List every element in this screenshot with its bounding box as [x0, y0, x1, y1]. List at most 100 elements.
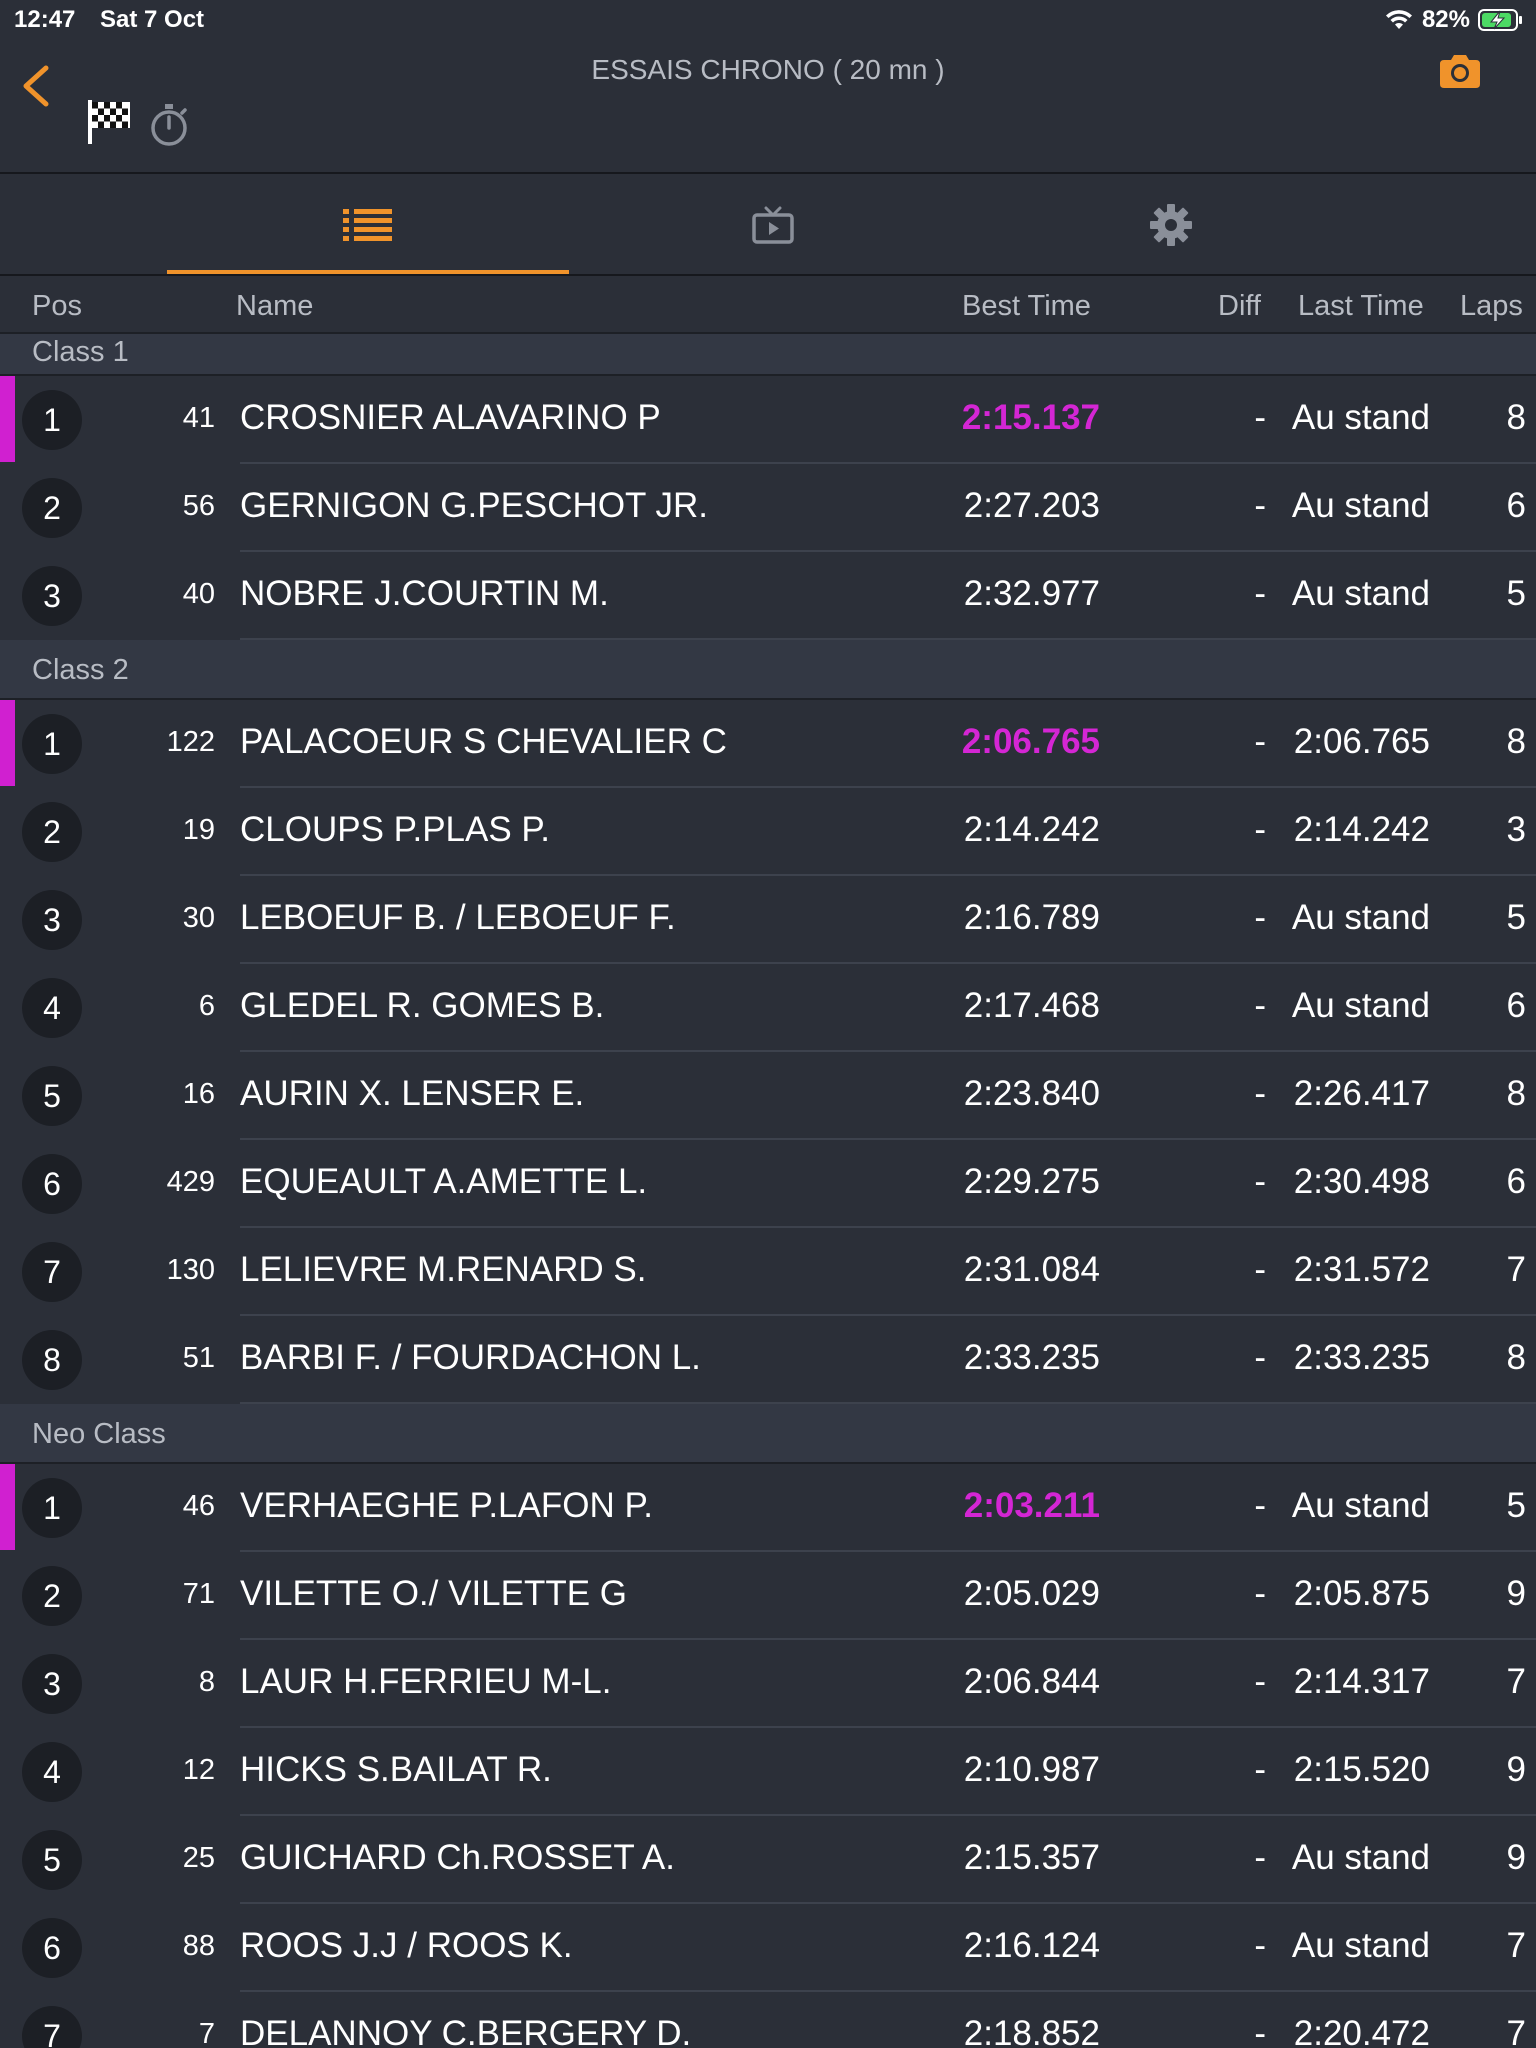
- table-row[interactable]: 1 41 CROSNIER ALAVARINO P 2:15.137 - Au stand…: [0, 376, 1536, 464]
- car-number: 6: [198, 990, 215, 1022]
- best-time: 2:10.987: [963, 1750, 1100, 1789]
- list-icon: [343, 209, 392, 241]
- laps-count: 8: [1506, 1338, 1526, 1377]
- car-number: 30: [182, 902, 215, 934]
- camera-icon: [1440, 55, 1480, 88]
- position-badge: 3: [22, 890, 82, 950]
- table-row[interactable]: 6 88 ROOS J.J / ROOS K. 2:16.124 - Au stand 7: [0, 1904, 1536, 1992]
- col-best-time[interactable]: Best Time: [962, 290, 1091, 322]
- position-badge: 1: [22, 1478, 82, 1538]
- last-time: 2:31.572: [1293, 1250, 1430, 1289]
- diff-value: -: [1254, 1486, 1266, 1525]
- page-title: ESSAIS CHRONO ( 20 mn ): [591, 54, 945, 85]
- table-row[interactable]: 3 40 NOBRE J.COURTIN M. 2:32.977 - Au stand 5: [0, 552, 1536, 640]
- class-section-header: Neo Class: [0, 1404, 1536, 1464]
- best-time: 2:15.357: [963, 1838, 1100, 1877]
- best-time: 2:31.084: [963, 1250, 1100, 1289]
- last-time: 2:14.317: [1293, 1662, 1430, 1701]
- table-row[interactable]: 1 46 VERHAEGHE P.LAFON P. 2:03.211 - Au stand…: [0, 1464, 1536, 1552]
- driver-name: DELANNOY C.BERGERY D.: [240, 2014, 692, 2048]
- status-date: Sat 7 Oct: [100, 6, 205, 33]
- diff-value: -: [1254, 986, 1266, 1025]
- laps-count: 7: [1506, 1250, 1526, 1289]
- table-row[interactable]: 2 19 CLOUPS P.PLAS P. 2:14.242-2:14.242 3: [0, 788, 1536, 876]
- table-row[interactable]: 7 130 LELIEVRE M.RENARD S. 2:31.084 -2:31.57…: [0, 1228, 1536, 1316]
- battery-charging-icon: [1478, 9, 1522, 31]
- table-row[interactable]: 5 16 AURIN X. LENSER E. 2:23.840 -2:26.417 8: [0, 1052, 1536, 1140]
- camera-button[interactable]: [1436, 50, 1484, 94]
- class-section-header: Class 2: [0, 640, 1536, 700]
- results-table: Class 1 1 41 CROSNIER ALAVARINO P 2:15.137- A…: [0, 334, 1536, 2048]
- class-leader-marker: [0, 1464, 15, 1550]
- position-badge: 2: [22, 802, 82, 862]
- col-diff[interactable]: Diff: [1218, 290, 1261, 322]
- best-time: 2:06.844: [963, 1662, 1100, 1701]
- laps-count: 6: [1506, 986, 1526, 1025]
- laps-count: 5: [1506, 1486, 1526, 1525]
- laps-count: 8: [1506, 398, 1526, 437]
- last-time: 2:26.417: [1293, 1074, 1430, 1113]
- col-pos[interactable]: Pos: [32, 290, 82, 322]
- table-row[interactable]: 4 12 HICKS S.BAILAT R. 2:10.987 -2:15.520 9: [0, 1728, 1536, 1816]
- tv-play-icon: [752, 206, 794, 244]
- car-number: 16: [182, 1078, 215, 1110]
- table-row[interactable]: 2 56 GERNIGON G.PESCHOT JR. 2:27.203 - Au sta…: [0, 464, 1536, 552]
- class-leader-marker: [0, 376, 15, 462]
- class-name: Class 2: [32, 654, 129, 686]
- car-number: 12: [182, 1754, 215, 1786]
- class-leader-marker: [0, 700, 15, 786]
- driver-name: NOBRE J.COURTIN M.: [240, 574, 609, 613]
- col-laps[interactable]: Laps: [1460, 290, 1523, 322]
- status-bar: 12:47 Sat 7 Oct 82%: [0, 0, 1536, 40]
- tab-list[interactable]: [167, 176, 569, 274]
- class-name: Neo Class: [32, 1418, 166, 1450]
- back-button[interactable]: [18, 60, 58, 120]
- laps-count: 5: [1506, 898, 1526, 937]
- table-row[interactable]: 1 122 PALACOEUR S CHEVALIER C 2:06.765-2:06…: [0, 700, 1536, 788]
- table-row[interactable]: 5 25 GUICHARD Ch.ROSSET A. 2:15.357 - Au stan…: [0, 1816, 1536, 1904]
- driver-name: ROOS J.J / ROOS K.: [240, 1926, 573, 1965]
- car-number: 51: [182, 1342, 215, 1374]
- last-time: Au stand: [1291, 574, 1430, 613]
- driver-name: VERHAEGHE P.LAFON P.: [240, 1486, 654, 1525]
- position-badge: 6: [22, 1154, 82, 1214]
- best-time: 2:27.203: [963, 486, 1100, 525]
- laps-count: 9: [1506, 1750, 1526, 1789]
- tab-video[interactable]: [572, 176, 974, 274]
- diff-value: -: [1254, 398, 1266, 437]
- diff-value: -: [1254, 1574, 1266, 1613]
- col-last-time[interactable]: Last Time: [1298, 290, 1424, 322]
- car-number: 25: [182, 1842, 215, 1874]
- driver-name: GERNIGON G.PESCHOT JR.: [240, 486, 709, 525]
- table-row[interactable]: 6 429 EQUEAULT A.AMETTE L. 2:29.275 -2:30.49…: [0, 1140, 1536, 1228]
- laps-count: 9: [1506, 1574, 1526, 1613]
- tab-settings[interactable]: [970, 176, 1372, 274]
- status-right: 82%: [1384, 6, 1524, 34]
- laps-count: 6: [1506, 1162, 1526, 1201]
- col-name[interactable]: Name: [236, 290, 314, 322]
- laps-count: 3: [1506, 810, 1526, 849]
- gear-icon: [1150, 204, 1192, 246]
- best-time: 2:05.029: [963, 1574, 1100, 1613]
- best-time: 2:18.852: [963, 2014, 1100, 2048]
- car-number: 130: [166, 1254, 215, 1286]
- table-row[interactable]: 8 51 BARBI F. / FOURDACHON L. 2:33.235-2:33…: [0, 1316, 1536, 1404]
- car-number: 56: [182, 490, 215, 522]
- car-number: 122: [166, 726, 215, 758]
- table-row[interactable]: 2 71 VILETTE O./ VILETTE G 2:05.029 -2:05.87…: [0, 1552, 1536, 1640]
- diff-value: -: [1254, 574, 1266, 613]
- laps-count: 9: [1506, 1838, 1526, 1877]
- driver-name: AURIN X. LENSER E.: [240, 1074, 585, 1113]
- tab-bar: [0, 176, 1536, 276]
- driver-name: LELIEVRE M.RENARD S.: [240, 1250, 647, 1289]
- table-row[interactable]: 3 30 LEBOEUF B. / LEBOEUF F. 2:16.789 - Au st…: [0, 876, 1536, 964]
- table-row[interactable]: 7 7 DELANNOY C.BERGERY D. 2:18.852 -2:20.472…: [0, 1992, 1536, 2048]
- position-badge: 3: [22, 566, 82, 626]
- diff-value: -: [1254, 2014, 1266, 2048]
- position-badge: 8: [22, 1330, 82, 1390]
- last-time: 2:33.235: [1293, 1338, 1430, 1377]
- diff-value: -: [1254, 810, 1266, 849]
- table-row[interactable]: 3 8 LAUR H.FERRIEU M-L. 2:06.844 -2:14.317 7: [0, 1640, 1536, 1728]
- diff-value: -: [1254, 1926, 1266, 1965]
- table-row[interactable]: 4 6 GLEDEL R. GOMES B. 2:17.468 - Au stand 6: [0, 964, 1536, 1052]
